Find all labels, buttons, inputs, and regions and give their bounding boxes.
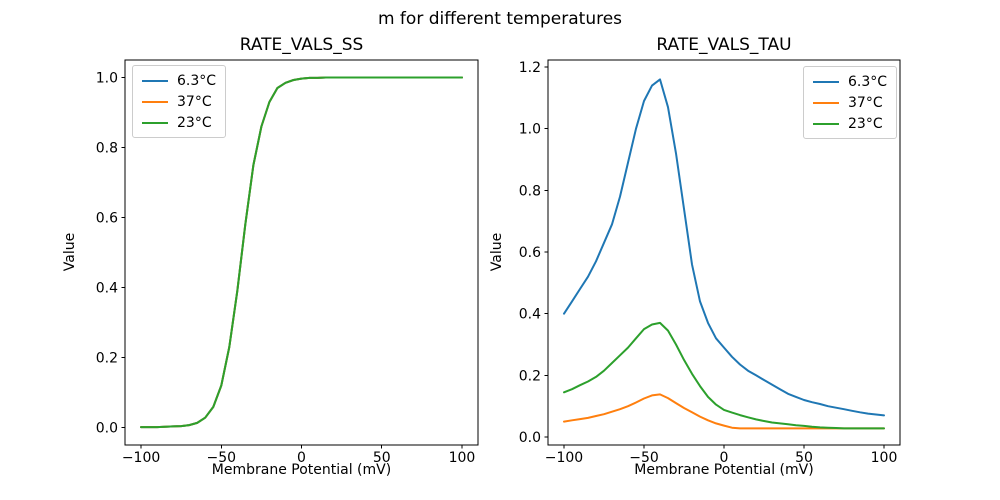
x-axis-label-tau: Membrane Potential (mV) [634,462,814,478]
series-line-6.3°C [563,78,885,417]
y-tick-label: 1.2 [519,60,541,76]
y-tick-label: 1.0 [96,71,118,87]
x-tick-label: 100 [449,450,476,466]
series-line-37°C [563,393,885,430]
legend-line-sample [142,100,168,103]
legend-label: 23°C [848,115,883,132]
x-tick-label: 50 [795,450,813,466]
x-tick-label: −50 [206,450,236,466]
y-tick-label: 0.8 [96,141,118,157]
legend-label: 6.3°C [848,73,888,90]
legend-label: 6.3°C [177,72,217,89]
x-tick-label: 0 [720,450,729,466]
legend-entry: 6.3°C [813,71,887,92]
x-tick-label: 0 [297,450,306,466]
y-tick-label: 0.0 [96,421,118,437]
y-axis-label-tau: Value [489,232,505,272]
subplot-RATE_VALS_TAU: −100 −50 0 50 100 0.0 0.2 0.4 0.6 0.8 1.0 1.2 [519,59,901,466]
y-tick-label: 0.2 [519,368,541,384]
y-tick-label: 0.6 [96,211,118,227]
figure-title: m for different temperatures [377,9,623,29]
x-tick-label: 100 [871,450,898,466]
legend-entry: 23°C [813,113,887,134]
y-tick-label: 0.6 [519,245,541,261]
legend-line-sample [142,121,168,124]
series-line-23°C [140,76,463,429]
subplot-title-tau: RATE_VALS_TAU [656,35,792,55]
legend-tau: 6.3°C 37°C 23°C [803,66,898,139]
y-tick-label: 1.0 [519,122,541,138]
axes-spines [547,59,901,446]
y-tick-label: 0.8 [519,183,541,199]
x-tick-label: −100 [545,450,583,466]
x-tick-label: −100 [122,450,160,466]
x-axis-label-ss: Membrane Potential (mV) [211,462,392,478]
y-tick-label: 0.0 [519,430,541,446]
legend-line-sample [813,101,839,104]
legend-entry: 6.3°C [142,70,216,91]
series-line-23°C [563,321,885,430]
legend-line-sample [142,79,168,82]
legend-label: 23°C [177,114,212,131]
legend-ss: 6.3°C 37°C 23°C [132,65,227,138]
legend-entry: 37°C [142,91,216,112]
legend-entry: 23°C [142,112,216,133]
axes-spines [124,59,479,446]
y-axis-label-ss: Value [62,232,78,272]
x-tick-label: −50 [629,450,659,466]
y-tick-label: 0.4 [96,281,118,297]
x-tick-label: 50 [373,450,391,466]
y-tick-label: 0.2 [96,351,118,367]
subplot-title-ss: RATE_VALS_SS [239,35,364,55]
legend-line-sample [813,80,839,83]
legend-label: 37°C [177,93,212,110]
legend-entry: 37°C [813,92,887,113]
legend-line-sample [813,122,839,125]
y-tick-label: 0.4 [519,307,541,323]
subplot-RATE_VALS_SS: −100 −50 0 50 100 0.0 0.2 0.4 0.6 0.8 1.0 [96,59,479,466]
legend-label: 37°C [848,94,883,111]
